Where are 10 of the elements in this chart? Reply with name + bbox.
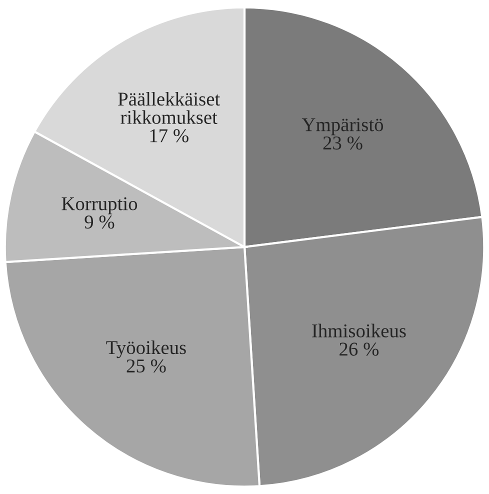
slice-label: Työoikeus [106,340,186,358]
data-label: 9 % [84,215,114,229]
slice-label: Korruptio [62,197,138,214]
slice-label: Ympäristö [302,118,384,136]
data-label: 26 % [340,342,379,356]
slice-label: Ihmisoikeus [312,324,406,338]
slice-label: Päällekkäiset rikkomukset [118,92,220,124]
data-label: 17 % [150,129,188,142]
data-label: 23 % [323,136,362,150]
data-label: 25 % [126,359,166,373]
